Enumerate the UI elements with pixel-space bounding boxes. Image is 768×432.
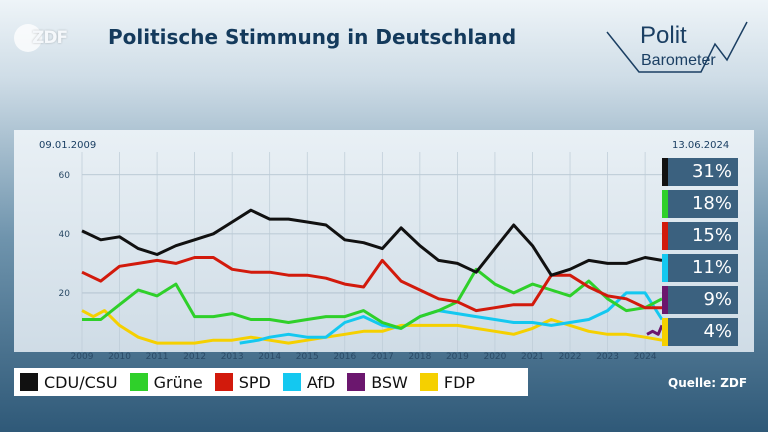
legend-item-gruene: Grüne <box>129 372 203 392</box>
politbarometer-line1: Polit <box>640 22 687 49</box>
legend-item-afd: AfD <box>282 372 336 392</box>
badge-fdp-color <box>662 318 668 346</box>
x-tick-label: 2021 <box>521 352 544 362</box>
x-tick-label: 2023 <box>596 352 619 362</box>
x-tick-label: 2018 <box>408 352 431 362</box>
politbarometer-logo: Polit Barometer <box>605 14 755 74</box>
badge-cdu-value: 31% <box>691 161 732 182</box>
x-tick-label: 2014 <box>258 352 281 362</box>
zdf-logo: ZDF <box>14 22 78 54</box>
chart-legend: CDU/CSU Grüne SPD AfD BSW FDP <box>14 368 528 396</box>
zdf-logo-text: ZDF <box>32 28 68 48</box>
legend-swatch-gruene <box>129 373 148 391</box>
legend-label-cdu: CDU/CSU <box>44 372 118 392</box>
badge-fdp: 4% <box>662 318 738 346</box>
badge-fdp-value: 4% <box>703 321 732 342</box>
x-tick-label: 2013 <box>221 352 244 362</box>
x-tick-label: 2019 <box>446 352 469 362</box>
badge-bsw-color <box>662 286 668 314</box>
politbarometer-zigzag-icon <box>606 21 748 73</box>
badge-cdu: 31% <box>662 158 738 186</box>
badge-spd-value: 15% <box>691 225 732 246</box>
badge-bsw-value: 9% <box>703 289 732 310</box>
x-tick-label: 2012 <box>183 352 206 362</box>
legend-item-bsw: BSW <box>347 373 408 392</box>
legend-swatch-bsw <box>347 373 366 391</box>
legend-item-cdu: CDU/CSU <box>20 373 118 392</box>
legend-label-spd: SPD <box>238 372 271 392</box>
badge-gruene: 18% <box>662 190 738 218</box>
legend-item-spd: SPD <box>214 372 271 392</box>
badge-afd: 11% <box>662 254 738 282</box>
x-tick-label: 2024 <box>634 352 657 362</box>
legend-label-afd: AfD <box>306 372 336 392</box>
source-note: Quelle: ZDF <box>668 376 748 390</box>
legend-label-fdp: FDP <box>443 372 476 392</box>
badge-afd-color <box>662 254 668 282</box>
badge-afd-value: 11% <box>691 257 732 278</box>
badge-spd: 15% <box>662 222 738 250</box>
x-tick-label: 2010 <box>108 352 131 362</box>
chart-panel <box>14 130 754 352</box>
x-tick-label: 2015 <box>296 352 319 362</box>
x-tick-label: 2017 <box>371 352 394 362</box>
legend-swatch-spd <box>214 373 233 391</box>
badge-gruene-value: 18% <box>691 193 732 214</box>
x-tick-label: 2022 <box>559 352 582 362</box>
page-title: Politische Stimmung in Deutschland <box>108 25 517 49</box>
badge-gruene-color <box>662 190 668 218</box>
legend-swatch-afd <box>282 373 301 391</box>
x-tick-label: 2011 <box>146 352 169 362</box>
x-tick-label: 2016 <box>333 352 356 362</box>
end-date: 13.06.2024 <box>672 140 730 151</box>
politbarometer-line2: Barometer <box>641 52 716 69</box>
legend-label-gruene: Grüne <box>153 372 203 392</box>
legend-item-fdp: FDP <box>419 372 476 392</box>
legend-label-bsw: BSW <box>371 372 408 392</box>
badge-bsw: 9% <box>662 286 738 314</box>
badge-spd-color <box>662 222 668 250</box>
x-tick-label: 2009 <box>71 352 94 362</box>
zdf-logo-ring <box>14 24 42 52</box>
legend-swatch-cdu <box>20 373 38 391</box>
legend-swatch-fdp <box>419 373 438 391</box>
badge-cdu-color <box>662 158 668 186</box>
x-tick-label: 2020 <box>483 352 506 362</box>
start-date: 09.01.2009 <box>39 140 97 151</box>
